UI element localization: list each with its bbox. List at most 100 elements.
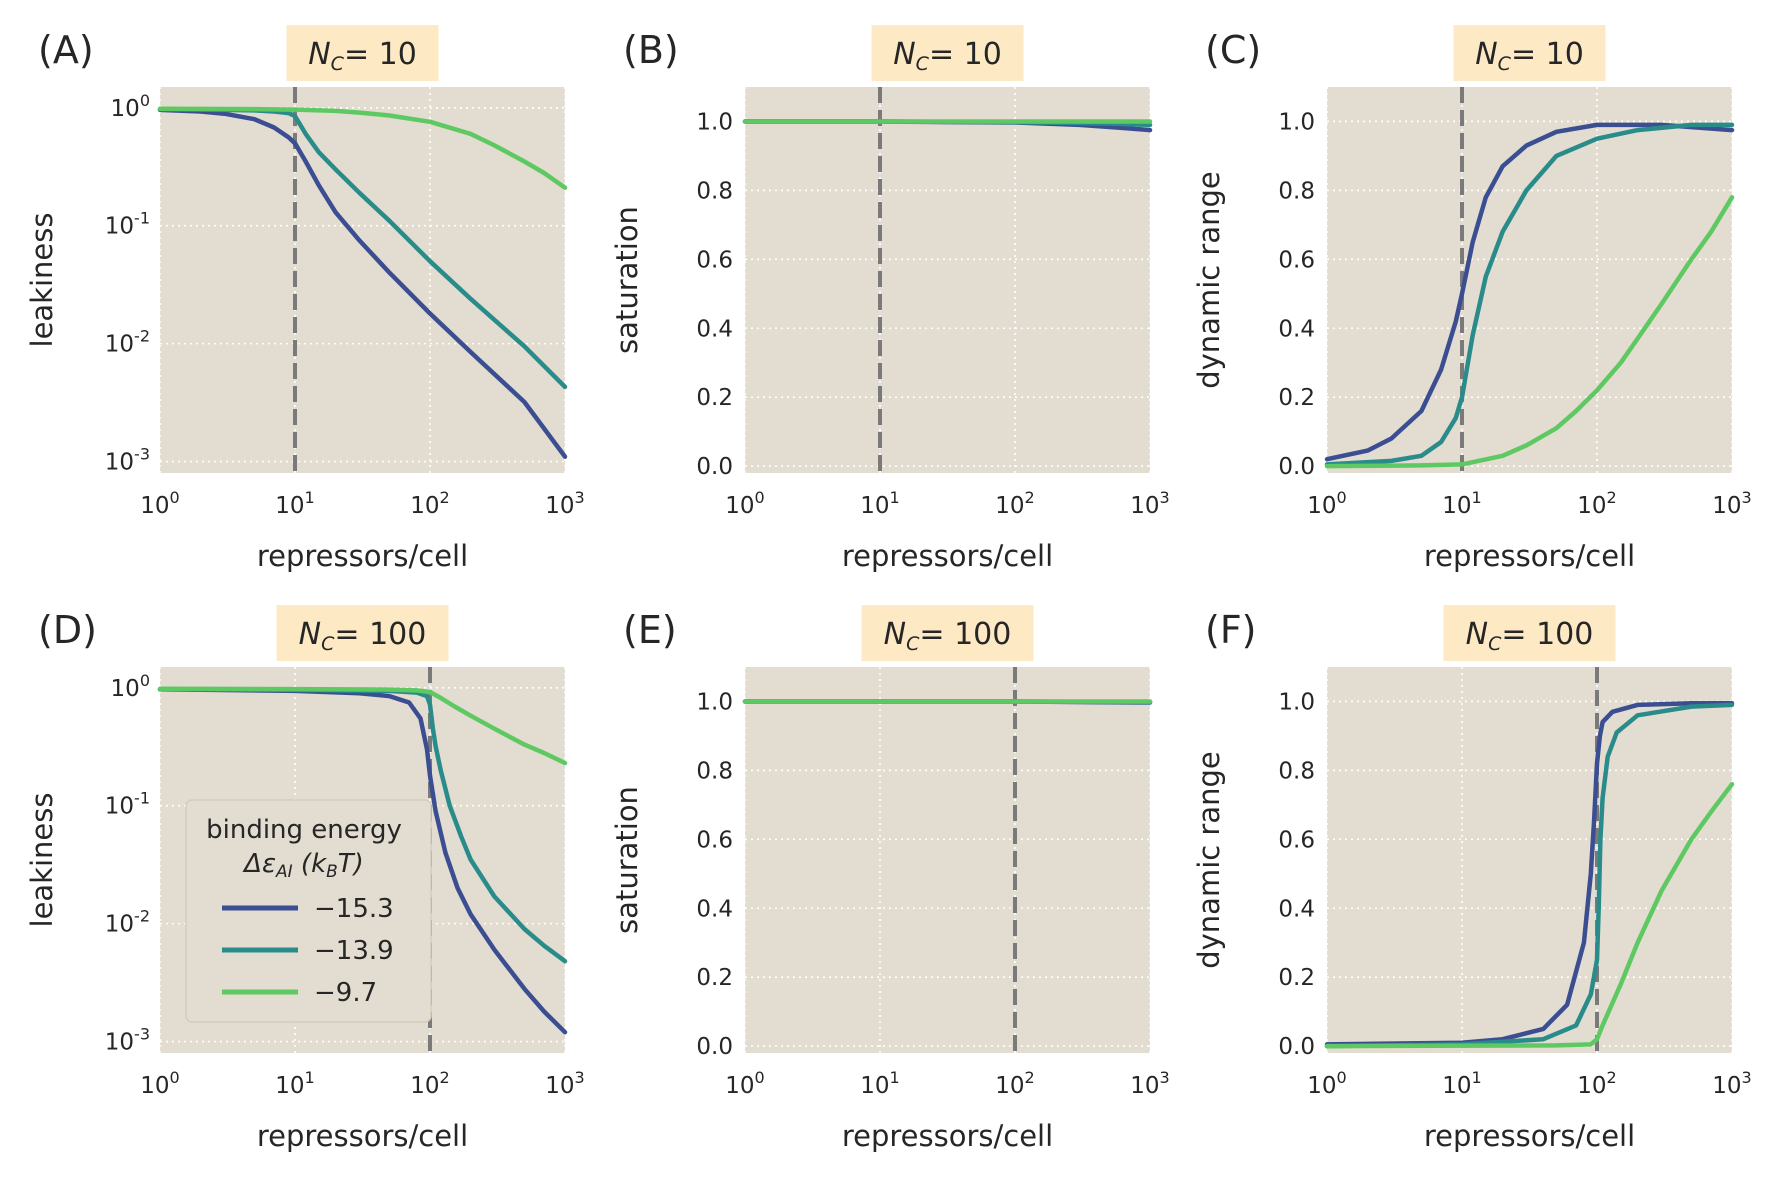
y-tick-label: 0.6	[696, 247, 733, 273]
series-line	[1324, 702, 1735, 1049]
panel-letter: (A)	[38, 28, 94, 72]
y-tick-label: 0.4	[696, 316, 733, 342]
y-tick-label: 0.4	[1278, 316, 1315, 342]
panel-b: 100 101 102 103 0.0 0.2 0.4 0.6 0.8 1.0 repressors…	[610, 25, 1170, 573]
y-axis-label: saturation	[610, 206, 644, 354]
nc-label-box	[871, 25, 1024, 81]
nc-label: NC= 100	[299, 617, 427, 655]
legend-entry: −13.9	[314, 936, 394, 966]
y-axis-label: dynamic range	[1192, 171, 1226, 389]
y-tick-label: 0.8	[1278, 758, 1315, 784]
y-tick-label: 0.0	[1278, 1034, 1315, 1060]
x-tick-label: 101	[275, 488, 314, 519]
x-tick-label: 103	[545, 488, 584, 519]
nc-label: NC= 10	[893, 37, 1002, 75]
x-axis-label: repressors/cell	[1424, 1119, 1635, 1153]
x-tick-label: 103	[1130, 488, 1169, 519]
x-tick-label: 102	[1577, 488, 1616, 519]
y-tick-label: 0.8	[696, 758, 733, 784]
panel-e: 100 101 102 103 0.0 0.2 0.4 0.6 0.8 1.0 repressors…	[610, 605, 1170, 1153]
panel-a: 100 101 102 103 100 10-1 10-2 10-3 repressors/ce…	[25, 25, 585, 573]
x-tick-label: 101	[1442, 488, 1481, 519]
x-tick-label: 103	[545, 1068, 584, 1099]
y-tick-label: 10-3	[105, 1025, 150, 1056]
x-tick-label: 102	[410, 1068, 449, 1099]
y-axis-label: dynamic range	[1192, 751, 1226, 969]
panel-letter: (D)	[38, 608, 97, 652]
nc-label-box	[286, 25, 439, 81]
y-tick-label: 0.8	[696, 178, 733, 204]
y-tick-label: 0.6	[696, 827, 733, 853]
y-tick-label: 10-2	[105, 327, 150, 358]
x-tick-label: 101	[860, 488, 899, 519]
series-line	[157, 687, 568, 1035]
panel-c: 100 101 102 103 0.0 0.2 0.4 0.6 0.8 1.0 repressors…	[1192, 25, 1752, 573]
x-axis-label: repressors/cell	[257, 1119, 468, 1153]
series-line	[157, 107, 568, 459]
x-tick-label: 103	[1130, 1068, 1169, 1099]
x-tick-label: 102	[995, 488, 1034, 519]
x-tick-label: 101	[1442, 1068, 1481, 1099]
nc-label-box	[276, 605, 449, 661]
legend: binding energy ΔεAI (kBT) −15.3 −13.9 −9.7	[185, 799, 432, 1023]
x-tick-label: 103	[1712, 488, 1751, 519]
legend-subtitle: ΔεAI (kBT)	[242, 849, 364, 882]
x-tick-label: 100	[140, 488, 179, 519]
plot-area	[745, 667, 1150, 1053]
y-tick-label: 100	[111, 91, 150, 122]
panel-letter: (F)	[1205, 608, 1257, 652]
x-axis-label: repressors/cell	[842, 539, 1053, 573]
y-tick-label: 0.0	[696, 1034, 733, 1060]
y-tick-label: 0.2	[696, 965, 733, 991]
series-line	[1324, 195, 1735, 469]
nc-label: NC= 10	[308, 37, 417, 75]
y-tick-label: 0.6	[1278, 827, 1315, 853]
legend-entry: −9.7	[314, 978, 377, 1008]
nc-label: NC= 100	[1466, 617, 1594, 655]
y-tick-label: 1.0	[696, 109, 733, 135]
panel-letter: (E)	[623, 608, 677, 652]
nc-label-box	[1453, 25, 1606, 81]
legend-box	[185, 799, 432, 1023]
y-axis-label: leakiness	[25, 213, 59, 348]
y-tick-label: 100	[111, 671, 150, 702]
x-tick-label: 102	[995, 1068, 1034, 1099]
y-tick-label: 10-1	[105, 789, 150, 820]
y-tick-label: 0.2	[696, 385, 733, 411]
y-tick-label: 1.0	[1278, 109, 1315, 135]
x-tick-label: 100	[725, 1068, 764, 1099]
legend-entry: −15.3	[314, 894, 394, 924]
x-tick-label: 101	[275, 1068, 314, 1099]
x-tick-label: 100	[1307, 488, 1346, 519]
plot-area	[160, 87, 565, 473]
y-tick-label: 10-3	[105, 445, 150, 476]
plot-area	[1327, 87, 1732, 473]
y-axis-label: saturation	[610, 786, 644, 934]
series-line	[1324, 700, 1735, 1047]
x-tick-label: 101	[860, 1068, 899, 1099]
panel-letter: (B)	[623, 28, 679, 72]
x-tick-label: 102	[410, 488, 449, 519]
x-axis-label: repressors/cell	[1424, 539, 1635, 573]
nc-label-box	[1443, 605, 1616, 661]
legend-title: binding energy	[206, 815, 402, 845]
plot-area	[1327, 667, 1732, 1053]
series-line	[1324, 122, 1735, 462]
x-tick-label: 100	[725, 488, 764, 519]
y-tick-label: 0.4	[1278, 896, 1315, 922]
series-line	[157, 686, 568, 766]
nc-label-box	[861, 605, 1034, 661]
y-tick-label: 0.8	[1278, 178, 1315, 204]
y-tick-label: 1.0	[1278, 689, 1315, 715]
panel-letter: (C)	[1205, 28, 1261, 72]
y-tick-label: 0.2	[1278, 965, 1315, 991]
x-tick-label: 100	[1307, 1068, 1346, 1099]
y-tick-label: 0.0	[1278, 454, 1315, 480]
y-axis-label: leakiness	[25, 793, 59, 928]
x-axis-label: repressors/cell	[842, 1119, 1053, 1153]
nc-label: NC= 10	[1475, 37, 1584, 75]
x-tick-label: 100	[140, 1068, 179, 1099]
series-line	[157, 106, 568, 190]
y-tick-label: 0.6	[1278, 247, 1315, 273]
